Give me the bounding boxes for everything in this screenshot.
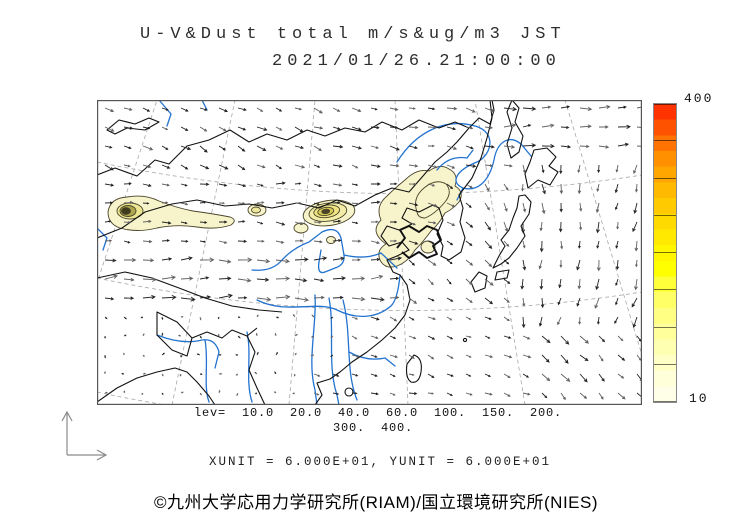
chart-timestamp: 2021/01/26.21:00:00	[272, 52, 561, 71]
unit-scale-text: XUNIT = 6.000E+01, YUNIT = 6.000E+01	[209, 455, 552, 469]
wind-vector-field	[104, 104, 642, 401]
coastline-border-lines	[97, 100, 559, 405]
chart-title: U-V&Dust total m/s&ug/m3 JST	[140, 25, 566, 44]
axis-indicator	[61, 410, 108, 461]
graticule-lines	[97, 100, 642, 405]
colorbar	[653, 103, 677, 403]
river-lines	[97, 100, 532, 405]
map-frame	[97, 100, 642, 405]
credit-text: ©九州大学応用力学研究所(RIAM)/国立環境研究所(NIES)	[153, 493, 599, 512]
dust-contour-patches	[107, 166, 462, 268]
colorbar-max-label: 400	[684, 91, 714, 106]
contour-levels-line1: lev= 10.0 20.0 40.0 60.0 100. 150. 200.	[194, 406, 563, 420]
contour-levels-line2: 300. 400.	[333, 421, 414, 435]
colorbar-min-label: 10	[689, 391, 709, 406]
map-canvas	[97, 100, 642, 405]
map-panel	[97, 100, 642, 405]
